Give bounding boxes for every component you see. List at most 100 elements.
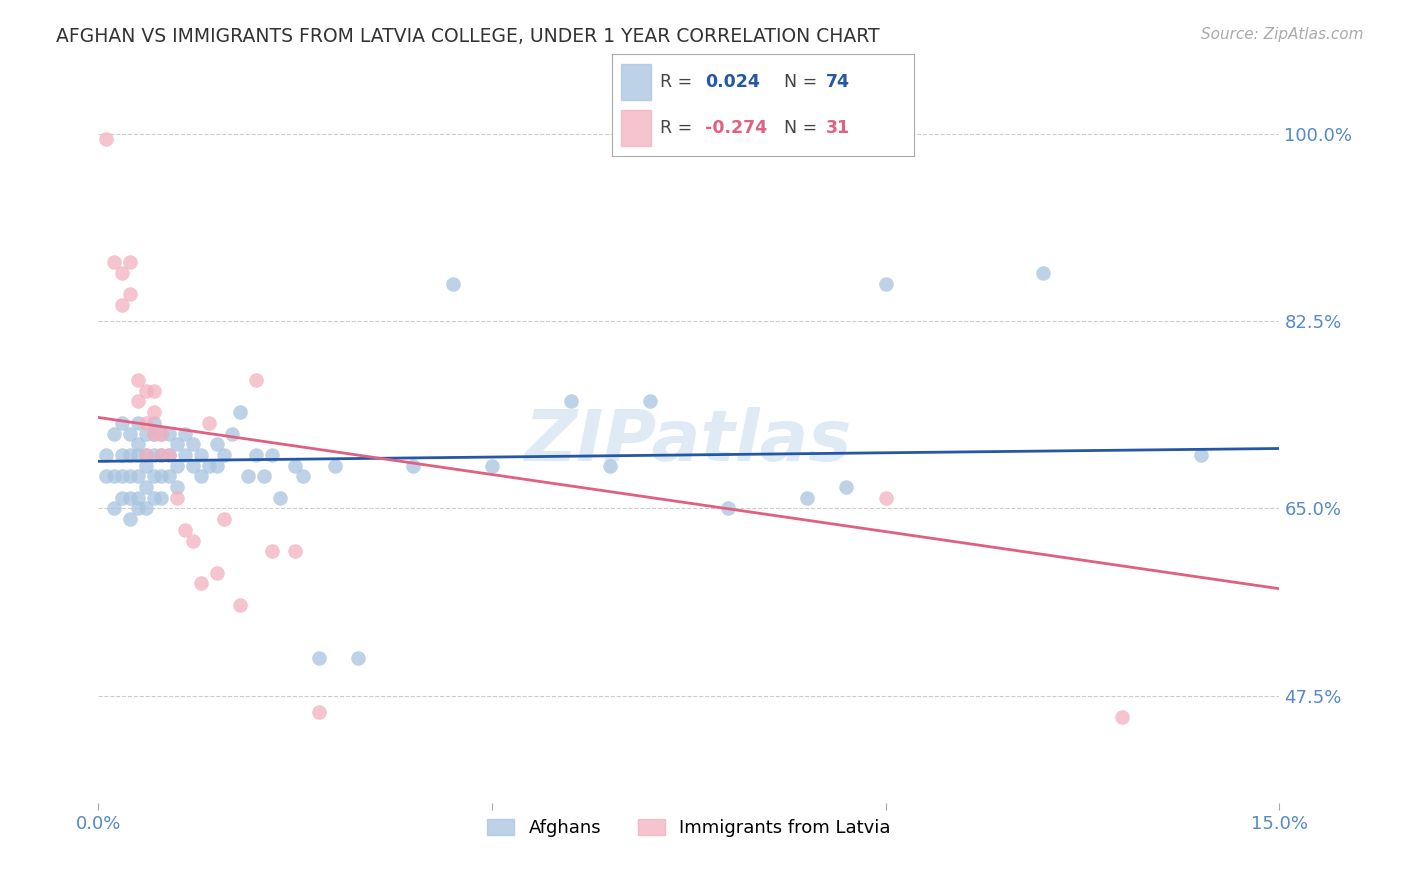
Point <box>150 491 173 505</box>
Point <box>214 448 236 462</box>
Point <box>127 437 149 451</box>
Point <box>441 277 464 291</box>
Point <box>135 426 157 441</box>
Point <box>142 491 165 505</box>
Point <box>135 458 157 473</box>
Point <box>127 469 149 483</box>
Point <box>118 469 141 483</box>
Point <box>142 384 165 398</box>
Text: ZIPatlas: ZIPatlas <box>526 407 852 476</box>
Point <box>166 437 188 451</box>
Point <box>150 469 173 483</box>
Point <box>142 405 165 419</box>
Point <box>1189 448 1212 462</box>
Point <box>127 373 149 387</box>
Text: N =: N = <box>785 119 823 136</box>
Point <box>190 448 212 462</box>
Point <box>118 512 141 526</box>
Point <box>111 266 134 280</box>
Point <box>111 448 134 462</box>
Point <box>111 491 134 505</box>
Point <box>481 458 503 473</box>
Point <box>323 458 346 473</box>
Text: Source: ZipAtlas.com: Source: ZipAtlas.com <box>1201 27 1364 42</box>
Point <box>229 598 252 612</box>
Point <box>118 448 141 462</box>
Text: R =: R = <box>659 73 697 91</box>
Point <box>135 384 157 398</box>
Point <box>347 651 370 665</box>
Point <box>181 458 204 473</box>
Point <box>135 416 157 430</box>
Point <box>127 416 149 430</box>
Point <box>174 426 197 441</box>
Text: 74: 74 <box>827 73 851 91</box>
Point <box>96 448 118 462</box>
Point <box>599 458 621 473</box>
Point <box>229 405 252 419</box>
Point <box>197 458 219 473</box>
Point <box>103 469 125 483</box>
Point <box>835 480 858 494</box>
Point <box>127 394 149 409</box>
Point <box>253 469 276 483</box>
Point <box>150 448 173 462</box>
Point <box>205 458 228 473</box>
Bar <box>620 110 651 145</box>
Point <box>717 501 740 516</box>
Point <box>118 287 141 301</box>
Bar <box>620 64 651 100</box>
Point <box>875 277 897 291</box>
Point <box>245 448 267 462</box>
Point <box>111 416 134 430</box>
Point <box>236 469 259 483</box>
Point <box>269 491 291 505</box>
Point <box>1111 710 1133 724</box>
Point <box>308 651 330 665</box>
Point <box>142 426 165 441</box>
Point <box>638 394 661 409</box>
Point <box>221 426 243 441</box>
Point <box>190 469 212 483</box>
Point <box>245 373 267 387</box>
Point <box>118 426 141 441</box>
Point <box>103 426 125 441</box>
Point <box>166 480 188 494</box>
Point <box>157 448 180 462</box>
Text: -0.274: -0.274 <box>706 119 768 136</box>
Point <box>181 533 204 548</box>
Point <box>142 416 165 430</box>
Point <box>127 491 149 505</box>
Point <box>875 491 897 505</box>
Point <box>127 448 149 462</box>
Point <box>1032 266 1054 280</box>
Point <box>560 394 582 409</box>
Point <box>135 501 157 516</box>
Point <box>157 469 180 483</box>
Point <box>142 426 165 441</box>
Point <box>111 298 134 312</box>
Point <box>205 437 228 451</box>
Point <box>135 448 157 462</box>
Point <box>111 469 134 483</box>
Point <box>142 448 165 462</box>
Point <box>96 132 118 146</box>
Text: AFGHAN VS IMMIGRANTS FROM LATVIA COLLEGE, UNDER 1 YEAR CORRELATION CHART: AFGHAN VS IMMIGRANTS FROM LATVIA COLLEGE… <box>56 27 880 45</box>
Point <box>135 448 157 462</box>
Point <box>260 448 283 462</box>
Point <box>284 544 307 558</box>
Point <box>284 458 307 473</box>
Point <box>181 437 204 451</box>
Point <box>118 255 141 269</box>
Point <box>214 512 236 526</box>
Point <box>197 416 219 430</box>
Text: N =: N = <box>785 73 823 91</box>
Point <box>150 426 173 441</box>
Point <box>157 448 180 462</box>
Point <box>142 469 165 483</box>
Text: R =: R = <box>659 119 697 136</box>
Point <box>135 480 157 494</box>
Point <box>150 448 173 462</box>
Point <box>308 705 330 719</box>
Point <box>166 458 188 473</box>
